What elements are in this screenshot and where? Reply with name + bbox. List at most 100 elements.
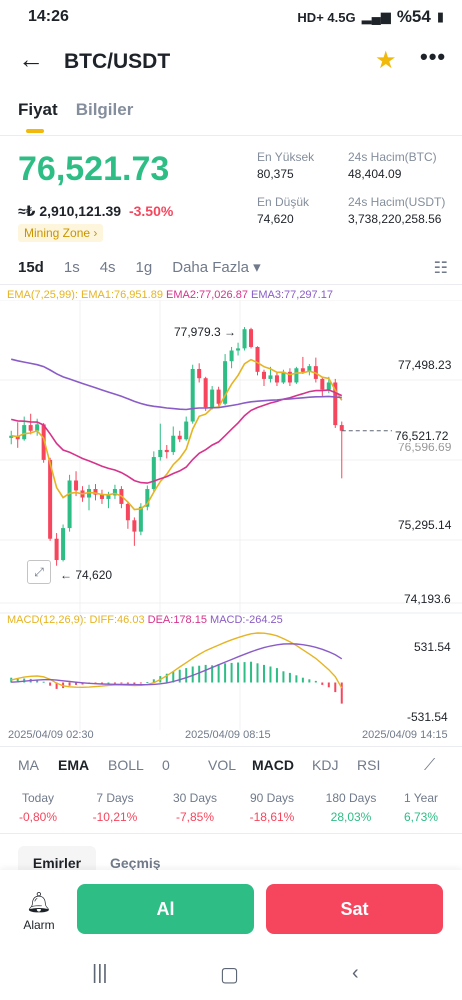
divider xyxy=(0,746,462,747)
candle-body xyxy=(229,350,234,362)
perf-value: 6,73% xyxy=(403,810,439,824)
sell-button[interactable]: Sat xyxy=(266,884,443,934)
candle-body xyxy=(223,361,228,404)
tab-price[interactable]: Fiyat xyxy=(18,100,58,119)
ema1-value: EMA1:76,951.89 xyxy=(80,289,163,301)
candle-body xyxy=(236,348,241,351)
price-axis-label: 77,498.23 xyxy=(398,358,452,372)
candle-body xyxy=(145,489,150,507)
macd-bar xyxy=(191,666,194,683)
perf-label: 7 Days xyxy=(96,791,134,805)
perf-label: 30 Days xyxy=(172,791,218,805)
recent-apps-icon[interactable]: ||| xyxy=(92,962,108,984)
interval-15m[interactable]: 15d xyxy=(18,258,44,276)
macd-line xyxy=(11,632,343,689)
candle-body xyxy=(67,480,72,529)
system-nav-bar: ||| ▢ ‹ xyxy=(0,950,462,1000)
indicator-kdj[interactable]: KDJ xyxy=(312,757,339,773)
macd-bar xyxy=(139,682,142,684)
indicator-rsi[interactable]: RSI xyxy=(357,757,381,773)
candle-body xyxy=(106,495,111,499)
macd-bar xyxy=(334,682,337,693)
perf-value: -0,80% xyxy=(18,810,58,824)
perf-value: -7,85% xyxy=(175,810,215,824)
perf-180d: 180 Days 28,03% xyxy=(316,791,386,824)
home-icon[interactable]: ▢ xyxy=(220,964,239,986)
macd-bar xyxy=(100,682,103,684)
macd-bar xyxy=(211,665,214,683)
ema-line xyxy=(11,358,342,411)
macd-diff: DIFF:46.03 xyxy=(89,614,145,626)
candle-body xyxy=(339,425,344,431)
indicator-ma[interactable]: MA xyxy=(18,757,39,773)
stat-vol-btc-value: 48,404.09 xyxy=(348,167,402,181)
max-price-marker: 77,979.3 → xyxy=(174,325,237,339)
status-bar: 14:26 HD+ 4.5G ▂▄▆ %54 ▮ xyxy=(0,0,462,34)
min-price-marker: ← 74,620 xyxy=(60,568,113,582)
indicator-vol[interactable]: VOL xyxy=(208,757,237,773)
macd-bar xyxy=(288,672,291,683)
indicator-zero[interactable]: 0 xyxy=(162,757,170,773)
favorite-star-icon[interactable]: ★ xyxy=(375,47,397,74)
perf-7d: 7 Days -10,21% xyxy=(80,791,150,824)
macd-bar xyxy=(42,681,45,683)
indicator-settings-icon[interactable]: ⟋ xyxy=(424,757,436,774)
candle-body xyxy=(61,528,66,561)
interval-more[interactable]: Daha Fazla ▾ xyxy=(172,259,261,276)
tab-info[interactable]: Bilgiler xyxy=(75,100,134,119)
current-price-tag: 76,521.72 xyxy=(393,429,451,443)
candle-body xyxy=(15,435,20,440)
ema-legend: EMA(7,25,99): EMA1:76,951.89 EMA2:77,026… xyxy=(7,289,333,301)
chart-settings-icon[interactable]: ☷ xyxy=(433,260,448,277)
candle-body xyxy=(158,449,163,458)
candle-body xyxy=(99,494,104,499)
candle-body xyxy=(210,389,215,408)
more-menu-icon[interactable]: ••• xyxy=(420,44,447,69)
expand-icon[interactable]: ⤢ xyxy=(27,560,51,584)
candle-body xyxy=(28,425,33,431)
back-icon[interactable]: ‹ xyxy=(352,962,359,984)
price-axis-label: 75,295.14 xyxy=(398,518,452,532)
mining-zone-tag[interactable]: Mining Zone › xyxy=(18,224,104,242)
macd-bar xyxy=(308,679,311,683)
macd-bar xyxy=(146,682,149,684)
status-time: 14:26 xyxy=(28,8,69,25)
price-change: -3.50% xyxy=(128,203,174,219)
interval-1d[interactable]: 1g xyxy=(135,258,153,276)
time-axis-label: 2025/04/09 14:15 xyxy=(362,729,448,741)
macd-axis-label: 531.54 xyxy=(414,640,451,654)
candle-body xyxy=(151,457,156,490)
candle-body xyxy=(93,489,98,495)
candle-body xyxy=(294,368,299,383)
macd-bar xyxy=(327,682,330,688)
macd-bar xyxy=(282,671,285,683)
macd-bar xyxy=(301,677,304,683)
indicator-macd[interactable]: MACD xyxy=(252,757,294,773)
price-chart[interactable] xyxy=(0,300,462,730)
stat-high-value: 80,375 xyxy=(257,167,294,181)
candle-body xyxy=(242,329,247,349)
indicator-boll[interactable]: BOLL xyxy=(108,757,144,773)
candle-body xyxy=(171,435,176,453)
candle-body xyxy=(164,449,169,453)
indicator-ema[interactable]: EMA xyxy=(58,757,90,773)
tab-history[interactable]: Geçmiş xyxy=(110,855,161,871)
time-axis-label: 2025/04/09 08:15 xyxy=(185,729,271,741)
back-arrow-icon[interactable]: ← xyxy=(18,44,44,74)
price-axis-label: 76,596.69 xyxy=(398,440,452,454)
candle-body xyxy=(249,329,254,347)
fiat-price: ≈₺ 2,910,121.39 xyxy=(18,203,122,219)
alarm-button[interactable]: 🔔︎ Alarm xyxy=(16,890,62,932)
stat-vol-usdt-value: 3,738,220,258.56 xyxy=(348,212,442,226)
macd-dea: DEA:178.15 xyxy=(147,614,207,626)
macd-axis-label: -531.54 xyxy=(407,710,448,724)
interval-1h[interactable]: 1s xyxy=(63,258,80,276)
perf-label: Today xyxy=(21,791,55,805)
buy-button[interactable]: Al xyxy=(77,884,254,934)
macd-bar xyxy=(321,682,324,685)
macd-bar xyxy=(269,666,272,683)
interval-4h[interactable]: 4s xyxy=(99,258,116,276)
candle-body xyxy=(261,371,266,379)
action-bar: 🔔︎ Alarm Al Sat xyxy=(0,870,462,950)
last-price: 76,521.73 xyxy=(18,150,170,188)
